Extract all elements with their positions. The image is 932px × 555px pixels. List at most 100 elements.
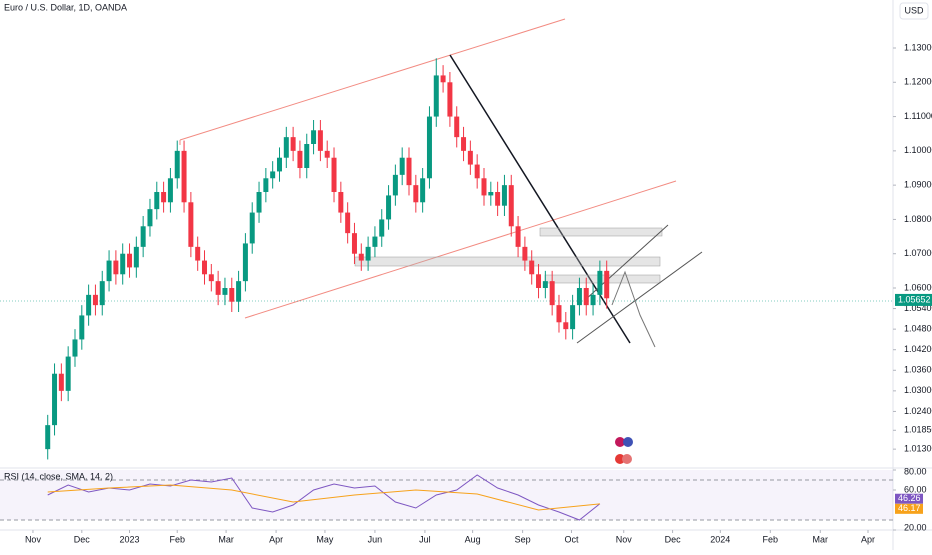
- y-tick-label: 1.12000: [904, 77, 932, 87]
- y-tick-label: 1.10000: [904, 145, 932, 155]
- candle-body: [413, 185, 419, 203]
- candle-body: [399, 157, 405, 175]
- rsi-value-label: 46.17: [898, 503, 921, 513]
- y-tick-label: 1.03000: [904, 385, 932, 395]
- x-tick-label: Dec: [665, 534, 682, 544]
- candle-body: [488, 192, 494, 196]
- x-tick-label: May: [316, 534, 334, 544]
- candle-body: [297, 150, 303, 168]
- candle-body: [508, 185, 514, 227]
- candle-body: [324, 150, 330, 158]
- candle-body: [406, 157, 412, 186]
- candle-body: [467, 150, 473, 165]
- candle-body: [345, 212, 351, 234]
- candle-body: [522, 246, 528, 261]
- rsi-line: [47, 484, 600, 511]
- candle-body: [256, 192, 262, 213]
- last-price-label: 1.05652: [898, 294, 931, 304]
- zone: [544, 274, 661, 284]
- x-tick-label: Nov: [616, 534, 633, 544]
- candle-body: [208, 274, 214, 282]
- x-tick-label: 2023: [120, 534, 140, 544]
- candle-body: [52, 373, 58, 426]
- y-tick-label: 1.11000: [904, 111, 932, 121]
- event-icon: [622, 454, 632, 464]
- candle-body: [99, 281, 105, 306]
- candle-body: [270, 171, 276, 179]
- candle-body: [72, 339, 78, 357]
- y-tick-label: 1.05400: [904, 303, 932, 313]
- candle-body: [556, 305, 562, 323]
- candle-body: [338, 192, 344, 213]
- candle-body: [133, 246, 139, 268]
- x-tick-label: Feb: [169, 534, 185, 544]
- currency[interactable]: USD: [904, 5, 924, 15]
- candle-body: [188, 202, 194, 247]
- y-tick-label: 1.02400: [904, 406, 932, 416]
- candle-body: [276, 157, 282, 172]
- candle-body: [249, 212, 255, 244]
- x-tick-label: Oct: [564, 534, 579, 544]
- x-tick-label: 2024: [710, 534, 730, 544]
- chart-title: Euro / U.S. Dollar, 1D, OANDA: [4, 2, 127, 12]
- candle-body: [549, 281, 555, 306]
- candle-body: [474, 164, 480, 179]
- candle-body: [420, 178, 426, 203]
- candle-body: [202, 260, 208, 275]
- candle-body: [92, 294, 98, 306]
- x-tick-label: Dec: [74, 534, 91, 544]
- candle-body: [365, 246, 371, 261]
- candle-body: [58, 373, 64, 391]
- candle-body: [106, 260, 112, 282]
- candle-body: [304, 144, 310, 168]
- rsi-title: RSI (14, close, SMA, 14, 2): [4, 471, 113, 481]
- candle-body: [583, 288, 589, 306]
- rsi-y-tick-label: 60.00: [904, 484, 927, 494]
- x-tick-label: Apr: [269, 534, 283, 544]
- x-tick-label: Aug: [465, 534, 481, 544]
- candle-body: [222, 288, 228, 295]
- y-tick-label: 1.06000: [904, 282, 932, 292]
- candle-body: [515, 226, 521, 247]
- candle-body: [317, 130, 323, 151]
- candle-body: [290, 137, 296, 151]
- candle-body: [161, 192, 167, 203]
- event-icon: [615, 437, 625, 447]
- candle-body: [433, 75, 439, 117]
- currency-box[interactable]: [899, 2, 929, 20]
- event-icon: [615, 454, 625, 464]
- x-tick-label: Mar: [218, 534, 234, 544]
- candle-body: [529, 260, 535, 275]
- candle-body: [242, 243, 248, 282]
- x-tick-label: Mar: [813, 534, 829, 544]
- channel-top: [179, 18, 566, 141]
- candle-body: [45, 425, 51, 450]
- zone: [539, 227, 663, 237]
- candle-body: [447, 82, 453, 117]
- candle-body: [215, 281, 221, 295]
- last-price-tag: [895, 293, 932, 306]
- y-tick-label: 1.13000: [904, 42, 932, 52]
- candle-body: [536, 274, 542, 288]
- candle-body: [440, 75, 446, 83]
- candle-body: [331, 157, 337, 192]
- candle-body: [481, 178, 487, 196]
- candle-body: [79, 315, 85, 340]
- y-tick-label: 1.09000: [904, 180, 932, 190]
- candle-body: [140, 226, 146, 247]
- x-tick-label: Apr: [861, 534, 875, 544]
- candle-body: [392, 174, 398, 196]
- y-tick-label: 1.08000: [904, 214, 932, 224]
- candle-body: [86, 294, 92, 316]
- candle-body: [154, 192, 160, 210]
- zone: [354, 256, 661, 267]
- candle-body: [236, 281, 242, 302]
- y-tick-label: 1.01300: [904, 444, 932, 454]
- candle-body: [181, 150, 187, 203]
- candle-body: [127, 253, 133, 268]
- candle-body: [120, 253, 126, 275]
- y-tick-label: 1.07000: [904, 248, 932, 258]
- candle-body: [351, 233, 357, 254]
- candle-body: [174, 150, 180, 179]
